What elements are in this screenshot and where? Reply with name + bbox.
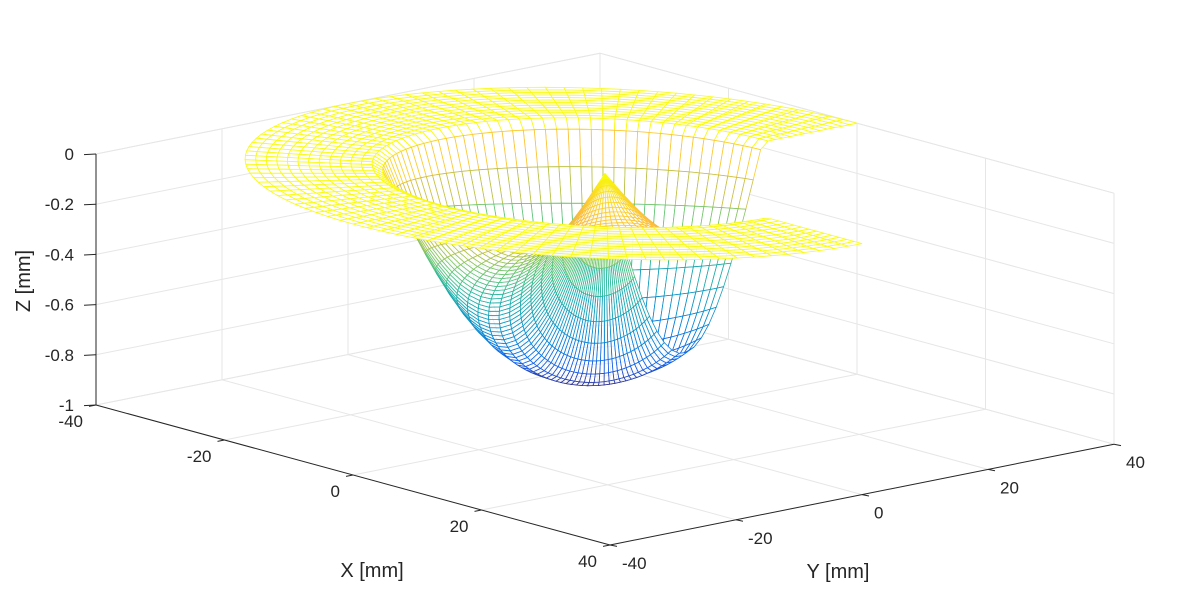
mesh-cell <box>624 130 639 169</box>
grid-line <box>221 379 737 521</box>
mesh-cell <box>644 256 666 261</box>
mesh-cell <box>604 179 607 187</box>
mesh-cell <box>308 161 321 167</box>
mesh-cell <box>602 118 616 131</box>
mesh-cell <box>605 202 610 209</box>
mesh-cell <box>602 129 615 168</box>
y-tick-label: 0 <box>874 504 883 523</box>
z-tick-label: -0.2 <box>45 195 74 214</box>
mesh-cell <box>589 254 609 260</box>
mesh-cell <box>255 159 268 166</box>
x-tick-label: 20 <box>450 517 469 536</box>
mesh-cell <box>246 168 262 174</box>
mesh-cell <box>697 255 721 260</box>
mesh-cell <box>298 165 312 171</box>
y-tick-label: 20 <box>1000 478 1019 497</box>
z-tick <box>83 404 97 407</box>
z-axis-label: Z [mm] <box>13 250 35 312</box>
y-tick <box>1113 443 1122 447</box>
mesh-cell <box>488 323 501 329</box>
x-tick <box>474 509 482 512</box>
y-tick-label: -40 <box>622 554 647 573</box>
mesh-cell <box>577 117 592 130</box>
mesh-cell <box>276 164 291 170</box>
z-tick-label: -0.6 <box>45 296 74 315</box>
mesh-cell <box>625 119 640 133</box>
y-tick-label: -20 <box>748 529 773 548</box>
mesh-cell <box>245 163 259 170</box>
mesh-cell <box>662 256 685 261</box>
z-tick <box>83 253 97 256</box>
y-tick <box>987 468 996 472</box>
z-tick <box>83 153 97 156</box>
x-tick-label: -40 <box>58 412 83 431</box>
mesh-cell <box>614 118 628 132</box>
mesh-cell <box>680 256 703 261</box>
y-tick-label: 40 <box>1126 453 1145 472</box>
mesh-cell <box>590 117 604 131</box>
mesh-cell <box>287 164 301 170</box>
mesh-cell <box>604 196 609 204</box>
mesh-cell <box>350 166 364 171</box>
x-tick-label: 40 <box>578 552 597 571</box>
mesh-cell <box>488 314 500 321</box>
mesh-cell <box>590 128 604 168</box>
mesh-cell <box>604 173 606 181</box>
mesh-cell <box>265 160 278 166</box>
mesh-cell <box>607 255 628 260</box>
x-tick-label: -20 <box>187 447 212 466</box>
x-axis-label: X [mm] <box>340 560 403 582</box>
y-tick <box>861 494 870 497</box>
x-tick <box>345 474 354 477</box>
z-tick <box>83 354 97 356</box>
grid-line <box>347 354 863 496</box>
mesh-cell <box>565 117 581 130</box>
mesh-cell <box>308 165 322 171</box>
x-tick-label: 0 <box>331 482 340 501</box>
z-tick-label: 0 <box>65 145 74 164</box>
y-tick <box>609 544 618 547</box>
mesh-cell <box>329 165 343 171</box>
axes <box>83 153 1122 547</box>
mesh-cell <box>244 159 257 165</box>
surface-mesh <box>244 86 863 387</box>
mesh-cell <box>579 128 593 168</box>
mesh-cell <box>604 185 608 193</box>
mesh-cell <box>613 129 627 169</box>
z-tick <box>83 304 97 306</box>
z-tick-label: -1 <box>59 396 74 415</box>
mesh-cell <box>626 256 647 261</box>
z-tick-label: -0.4 <box>45 245 74 264</box>
y-axis-label: Y [mm] <box>807 561 870 583</box>
mesh-cell <box>488 310 500 316</box>
y-tick <box>735 519 744 522</box>
tick-labels: -40 -20 0 20 40 -40 -20 0 20 40 0 -0.2 -0.4 -0.6 -0.8 -… <box>45 145 1145 573</box>
x-tick <box>602 544 611 547</box>
mesh-cell <box>604 191 609 198</box>
z-tick <box>83 203 97 206</box>
x-tick <box>217 439 225 442</box>
z-tick-label: -0.8 <box>45 346 74 365</box>
mesh-cell <box>488 319 501 325</box>
mesh-cell <box>567 128 582 168</box>
mesh-cell <box>255 164 270 170</box>
